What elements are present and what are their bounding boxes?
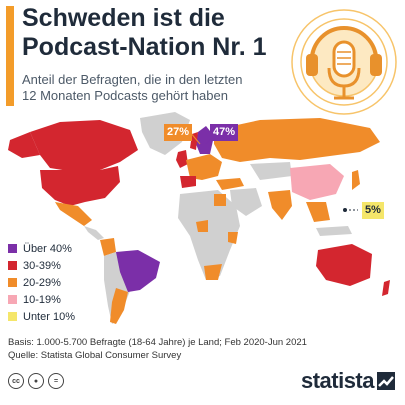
legend-swatch [8,295,17,304]
license-icons[interactable]: cc ● = [8,373,68,389]
accent-bar [6,6,14,106]
region-kenya [228,232,238,244]
creative-commons-icon[interactable]: cc [8,373,24,389]
legend-item: 10-19% [8,291,75,308]
legend-swatch [8,312,17,321]
legend-label: 10-19% [23,293,61,306]
callout-27: 27% [164,124,193,141]
region-indonesia [316,226,352,236]
chart-subtitle: Anteil der Befragten, die in den letzten… [22,72,282,104]
headphones-icon [306,26,382,76]
subtitle-line-2: 12 Monaten Podcasts gehört haben [22,88,228,103]
statista-logo-icon [377,372,395,390]
no-derivatives-icon[interactable]: = [48,373,64,389]
legend-swatch [8,278,17,287]
callout-47: 47% [210,124,239,141]
region-egypt [214,194,226,206]
legend-label: 20-29% [23,276,61,289]
legend: Über 40% 30-39% 20-29% 10-19% Unter 10% [8,240,75,325]
region-turkey [216,178,244,190]
region-nigeria [196,220,208,232]
legend-swatch [8,261,17,270]
attribution-icon[interactable]: ● [28,373,44,389]
region-southeast-asia [306,202,330,222]
legend-label: Unter 10% [23,310,75,323]
region-central-america [84,226,104,240]
region-usa [40,166,120,206]
region-middle-east [230,188,262,216]
region-europe [186,154,222,180]
legend-swatch [8,244,17,253]
region-new-zealand [382,280,390,296]
statista-logo[interactable]: statista [301,368,395,394]
chart-title: Schweden ist die Podcast-Nation Nr. 1 [22,4,282,62]
callout-5: 5% [362,202,384,219]
subtitle-line-1: Anteil der Befragten, die in den letzten [22,72,243,87]
footer: Basis: 1.000-5.700 Befragte (18-64 Jahre… [8,336,307,362]
region-russia [214,118,380,162]
region-alaska [8,132,40,158]
footer-basis: Basis: 1.000-5.700 Befragte (18-64 Jahre… [8,337,307,348]
region-canada [30,120,138,172]
region-argentina [110,288,128,324]
region-uk [176,150,188,168]
legend-label: Über 40% [23,242,72,255]
region-india [268,190,292,220]
legend-item: 30-39% [8,257,75,274]
footer-source: Quelle: Statista Global Consumer Survey [8,350,182,361]
region-australia [316,244,372,286]
region-colombia [100,238,116,256]
podcast-microphone-icon [291,9,397,115]
logo-text: statista [300,368,375,393]
region-kazakhstan [250,162,292,180]
legend-label: 30-39% [23,259,61,272]
region-south-africa [204,264,222,280]
region-brazil [116,250,160,292]
legend-item: 20-29% [8,274,75,291]
region-japan [352,170,360,190]
world-map [8,112,390,324]
legend-item: Unter 10% [8,308,75,325]
region-africa [178,190,240,280]
region-mexico [55,202,92,226]
title-line-1: Schweden ist die [22,4,225,32]
legend-item: Über 40% [8,240,75,257]
title-line-2: Podcast-Nation Nr. 1 [22,33,267,61]
region-sweden [196,126,214,154]
region-china [290,164,344,200]
region-spain [180,176,196,188]
